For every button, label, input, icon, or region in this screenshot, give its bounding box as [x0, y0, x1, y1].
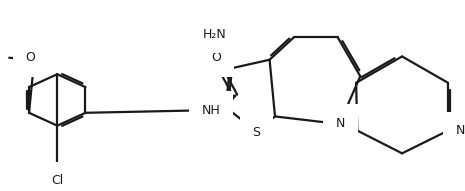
Text: S: S	[252, 126, 260, 139]
Text: N: N	[456, 124, 465, 137]
Text: NH: NH	[202, 104, 220, 117]
Text: H₂N: H₂N	[202, 28, 226, 40]
Text: Cl: Cl	[51, 174, 63, 187]
Text: O: O	[26, 51, 35, 64]
Text: N: N	[336, 117, 345, 129]
Text: O: O	[212, 51, 221, 64]
